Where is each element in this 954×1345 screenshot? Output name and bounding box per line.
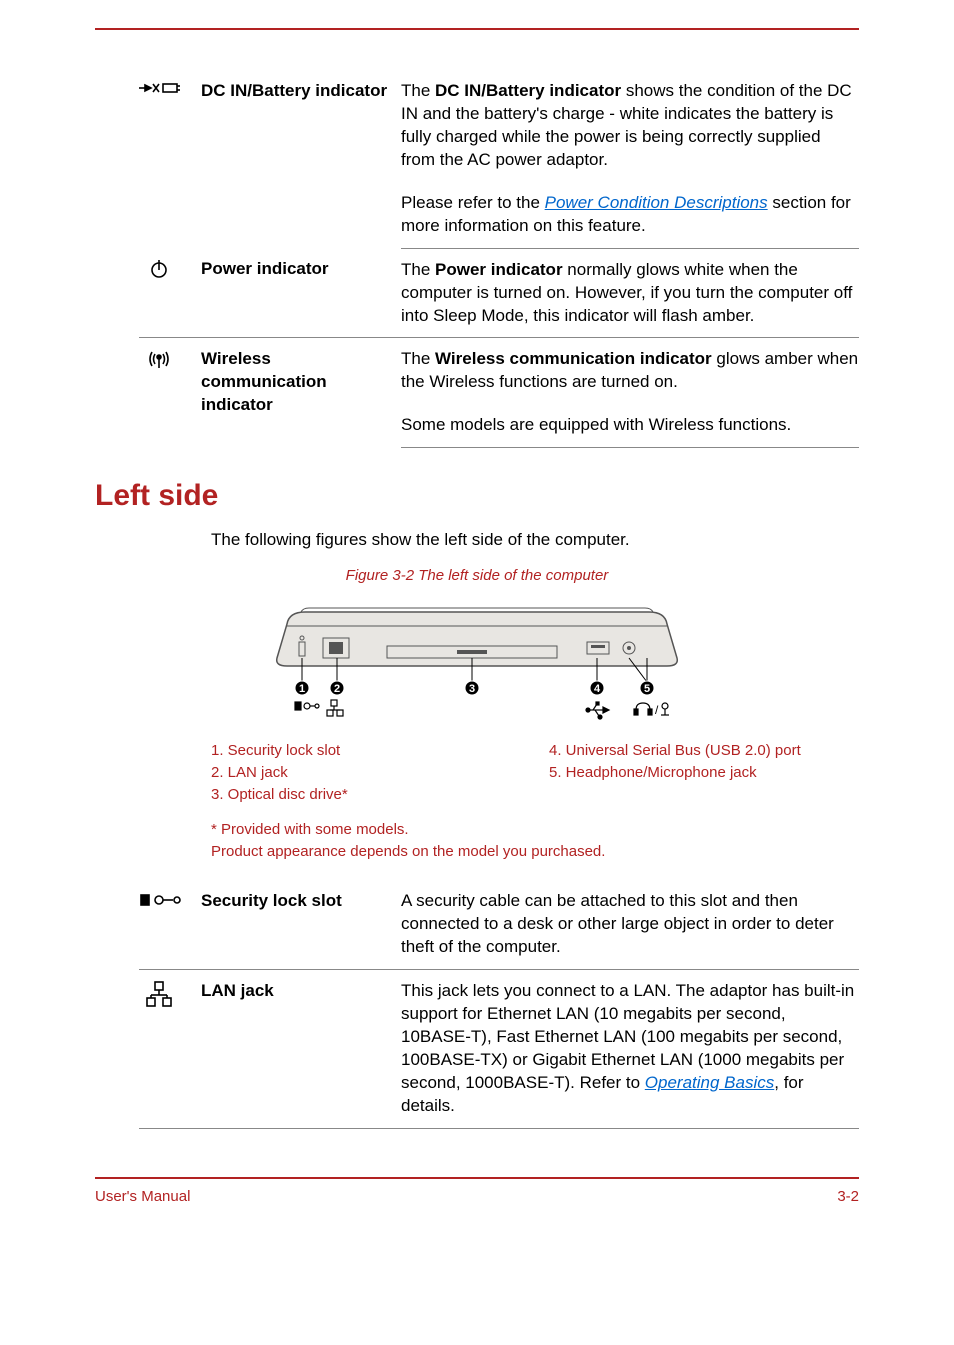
callout-item: 1. Security lock slot xyxy=(211,741,521,761)
figure-caption: Figure 3-2 The left side of the computer xyxy=(95,566,859,586)
indicator-desc-2: Please refer to the Power Condition Desc… xyxy=(401,182,859,248)
indicator-desc-2: Some models are equipped with Wireless f… xyxy=(401,404,859,447)
svg-text:2: 2 xyxy=(334,683,340,695)
table-row: LAN jack This jack lets you connect to a… xyxy=(139,969,859,1128)
indicator-label: Wireless communication indicator xyxy=(201,338,401,448)
indicators-table: DC IN/Battery indicator The DC IN/Batter… xyxy=(139,70,859,448)
power-icon xyxy=(139,258,179,287)
section-intro: The following figures show the left side… xyxy=(211,529,859,552)
figure-callouts: 1. Security lock slot 2. LAN jack 3. Opt… xyxy=(211,741,859,808)
callout-col-right: 4. Universal Serial Bus (USB 2.0) port 5… xyxy=(549,741,859,808)
ports-table: Security lock slot A security cable can … xyxy=(139,880,859,1128)
svg-text:1: 1 xyxy=(299,683,305,695)
port-desc: A security cable can be attached to this… xyxy=(401,880,859,969)
power-condition-link[interactable]: Power Condition Descriptions xyxy=(545,193,768,212)
callout-item: 3. Optical disc drive* xyxy=(211,785,521,805)
svg-text:4: 4 xyxy=(594,683,601,695)
callout-item: 5. Headphone/Microphone jack xyxy=(549,763,859,783)
table-row: DC IN/Battery indicator The DC IN/Batter… xyxy=(139,70,859,182)
table-row: Power indicator The Power indicator norm… xyxy=(139,248,859,338)
section-title: Left side xyxy=(95,476,859,517)
svg-text:/: / xyxy=(655,703,659,717)
wireless-icon xyxy=(139,348,179,377)
callout-col-left: 1. Security lock slot 2. LAN jack 3. Opt… xyxy=(211,741,521,808)
indicator-label: Power indicator xyxy=(201,248,401,338)
figure-left-side: 1 2 3 4 5 xyxy=(95,604,859,731)
indicator-desc: The DC IN/Battery indicator shows the co… xyxy=(401,70,859,182)
table-row: Wireless communication indicator The Wir… xyxy=(139,338,859,404)
indicator-label: DC IN/Battery indicator xyxy=(201,70,401,248)
callout-item: 2. LAN jack xyxy=(211,763,521,783)
top-rule xyxy=(95,28,859,30)
svg-text:5: 5 xyxy=(644,683,650,695)
indicator-desc: The Power indicator normally glows white… xyxy=(401,248,859,338)
footer: User's Manual 3-2 xyxy=(95,1179,859,1227)
svg-text:3: 3 xyxy=(469,683,475,695)
lan-icon xyxy=(139,980,179,1015)
port-desc: This jack lets you connect to a LAN. The… xyxy=(401,969,859,1128)
port-label: LAN jack xyxy=(201,969,401,1128)
indicator-desc: The Wireless communication indicator glo… xyxy=(401,338,859,404)
port-label: Security lock slot xyxy=(201,880,401,969)
lock-slot-icon xyxy=(139,890,179,915)
footer-right: 3-2 xyxy=(837,1187,859,1207)
operating-basics-link[interactable]: Operating Basics xyxy=(645,1073,774,1092)
dc-in-battery-icon xyxy=(139,80,179,103)
callout-item: 4. Universal Serial Bus (USB 2.0) port xyxy=(549,741,859,761)
table-row: Security lock slot A security cable can … xyxy=(139,880,859,969)
figure-notes: * Provided with some models. Product app… xyxy=(211,820,859,863)
footer-left: User's Manual xyxy=(95,1187,190,1207)
